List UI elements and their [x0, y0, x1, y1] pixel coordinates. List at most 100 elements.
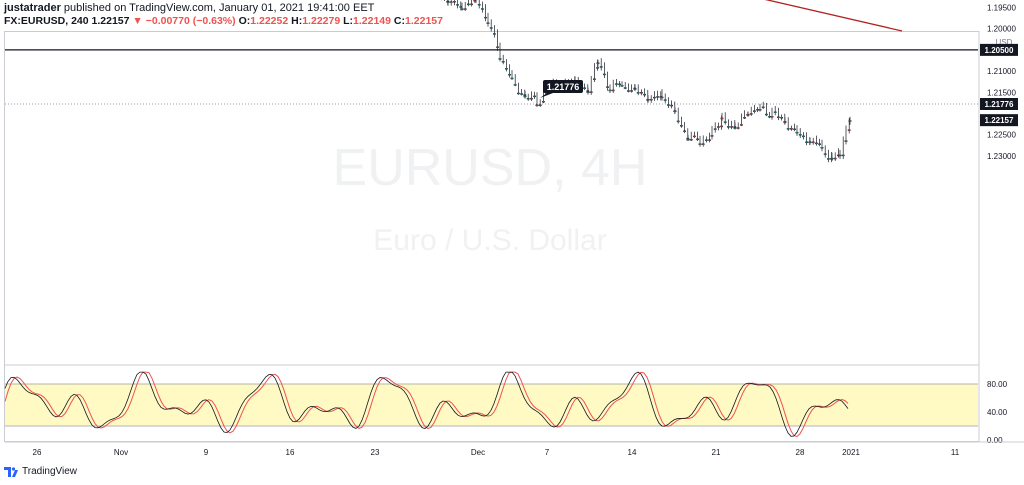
candle-body — [603, 73, 606, 76]
candle-body — [489, 27, 493, 29]
candle-body — [848, 120, 852, 122]
oscillator-tick: 0.00 — [987, 436, 1003, 445]
time-tick: 21 — [712, 448, 721, 457]
candle-body — [633, 88, 637, 90]
candle-body — [815, 142, 818, 145]
candle-body — [446, 1, 450, 3]
candle-body — [696, 138, 700, 141]
candle-body — [486, 22, 490, 24]
candle-body — [542, 101, 545, 103]
time-axis[interactable]: 26 Nov 9 16 23 Dec 7 14 21 28 2021 11 — [5, 441, 1024, 457]
candle-body — [686, 138, 690, 141]
candle-body — [830, 157, 834, 160]
callout-label: 1.21776 — [547, 82, 580, 92]
close-label: C: — [393, 15, 406, 27]
candle-body — [765, 113, 768, 116]
candle-body — [705, 139, 708, 141]
candle-body — [753, 110, 756, 112]
candle-body — [802, 135, 805, 138]
callout-box — [543, 80, 583, 93]
candle-body — [477, 4, 481, 6]
candle-body — [786, 128, 790, 130]
candle-body — [484, 16, 487, 19]
trendline[interactable] — [157, 0, 903, 32]
candle-body — [663, 99, 667, 101]
price-label-box — [980, 98, 1018, 110]
time-tick: 28 — [796, 448, 805, 457]
candle-body — [689, 138, 693, 141]
candle-body — [783, 121, 787, 123]
footer-brand[interactable]: TradingView — [22, 466, 78, 477]
candle-body — [720, 117, 724, 120]
stochastic-oscillator: 80.00 40.00 0.00 — [4, 364, 1008, 445]
time-tick: Nov — [114, 448, 128, 457]
candle-body — [790, 128, 793, 130]
candle-body — [463, 8, 467, 10]
close-value: 1.22157 — [405, 15, 443, 27]
candle-body — [596, 62, 600, 64]
candle-body — [538, 104, 542, 107]
candle-body — [501, 61, 505, 63]
candle-body — [606, 86, 610, 88]
horizontal-levels[interactable] — [5, 0, 978, 105]
candle-body — [596, 67, 600, 69]
time-tick: 14 — [628, 448, 637, 457]
watermark-symbol: EURUSD, 4H — [333, 139, 648, 197]
candle-body — [649, 98, 653, 101]
candle-body — [643, 93, 647, 96]
symbol-label[interactable]: FX:EURUSD, 240 — [4, 15, 89, 27]
candle-body — [589, 91, 593, 93]
candle-body — [656, 96, 660, 98]
candle-body — [520, 93, 524, 95]
candlesticks — [441, 0, 852, 163]
candle-body — [467, 3, 470, 6]
candle-body — [793, 128, 797, 131]
candle-body — [805, 141, 809, 143]
time-tick: Dec — [471, 448, 485, 457]
candle-body — [646, 99, 650, 101]
candle-body — [717, 126, 720, 128]
candle-body — [758, 109, 762, 111]
candle-body — [676, 120, 680, 123]
candle-body — [740, 124, 743, 126]
candle-body — [599, 66, 603, 68]
candle-body — [513, 84, 517, 86]
price-callout[interactable]: 1.21776 — [540, 80, 583, 98]
candle-body — [473, 0, 477, 2]
candle-body — [493, 33, 496, 35]
oscillator-tick: 80.00 — [987, 380, 1008, 389]
candle-body — [623, 87, 627, 89]
candle-body — [841, 154, 845, 157]
time-tick: 2021 — [842, 448, 860, 457]
candle-body — [505, 68, 508, 70]
candle-body — [733, 127, 737, 129]
candle-body — [838, 154, 842, 157]
price-label-box — [980, 43, 1018, 56]
candle-body — [723, 121, 727, 123]
price-label[interactable]: 1.21776 — [985, 100, 1014, 109]
price-label[interactable]: 1.20500 — [985, 46, 1014, 55]
price-change: ▼ −0.00770 (−0.63%) — [132, 15, 236, 27]
candle-body — [720, 125, 724, 128]
candle-body — [523, 95, 527, 98]
author-name[interactable]: justatrader — [4, 2, 61, 14]
candle-body — [611, 89, 615, 92]
candle-body — [798, 134, 802, 136]
low-label: L: — [343, 15, 354, 27]
candle-body — [708, 139, 712, 141]
price-label[interactable]: 1.22157 — [985, 116, 1014, 125]
candle-body — [827, 158, 830, 160]
price-axis[interactable]: USD 1.23000 1.22500 1.21500 1.21000 1.20000 1.… — [978, 0, 1024, 442]
candle-body — [667, 104, 670, 106]
candle-body — [710, 135, 714, 137]
candle-body — [620, 85, 624, 87]
stoch-k-line — [4, 371, 849, 437]
callout-pointer — [540, 93, 553, 98]
time-tick: 26 — [33, 448, 42, 457]
publish-info: justatrader published on TradingView.com… — [4, 2, 443, 15]
candle-body — [847, 129, 851, 131]
candle-body — [768, 116, 772, 118]
price-tick: 1.21000 — [987, 67, 1016, 76]
time-tick: 16 — [286, 448, 295, 457]
